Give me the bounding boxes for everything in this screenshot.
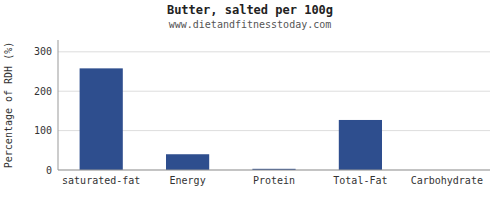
chart-svg: Butter, salted per 100g www.dietandfitnes… (0, 0, 500, 200)
x-tick-label: Carbohydrate (411, 175, 483, 186)
subtitle: www.dietandfitnesstoday.com (169, 19, 332, 30)
y-tick-label: 200 (34, 86, 52, 97)
bar (339, 120, 382, 170)
y-tick-label: 300 (34, 46, 52, 57)
bars (80, 68, 382, 170)
x-tick-label: Total-Fat (333, 175, 387, 186)
x-axis-line (58, 170, 490, 171)
grid (58, 52, 490, 170)
y-axis-line (58, 40, 59, 170)
bar (80, 68, 123, 170)
y-tick-label: 0 (46, 165, 52, 176)
y-axis-label: Percentage of RDH (%) (3, 42, 14, 168)
x-tick-label: saturated-fat (62, 175, 140, 186)
title: Butter, salted per 100g (167, 3, 333, 17)
bar (166, 154, 209, 170)
grid-line (58, 170, 490, 171)
chart-container: Butter, salted per 100g www.dietandfitnes… (0, 0, 500, 200)
grid-line (58, 51, 490, 52)
x-tick-label: Energy (170, 175, 206, 186)
y-tick-label: 100 (34, 125, 52, 136)
x-tick-label: Protein (253, 175, 295, 186)
